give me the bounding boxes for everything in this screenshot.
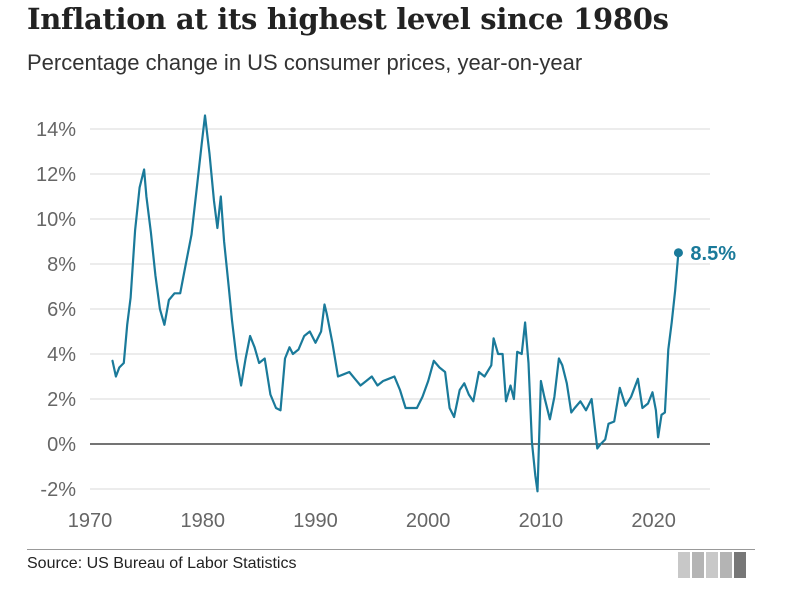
grid-lines [90, 128, 710, 490]
latest-value-label: 8.5% [690, 243, 736, 265]
x-tick-label: 2010 [519, 510, 564, 532]
series-lines [111, 114, 680, 493]
y-tick-label: 6% [47, 299, 76, 321]
x-tick-label: 1970 [68, 510, 113, 532]
y-axis-ticks: -2% 0% 2% 4% 6% 8% 10% 12% 14% [36, 119, 76, 501]
y-tick-label: 2% [47, 389, 76, 411]
y-tick-label: 0% [47, 434, 76, 456]
y-tick-label: 8% [47, 254, 76, 276]
chart-subtitle: Percentage change in US consumer prices,… [27, 50, 583, 75]
end-labels: 8.5% [673, 243, 736, 265]
y-tick-label: 12% [36, 164, 76, 186]
y-tick-label: 14% [36, 119, 76, 141]
y-tick-label: 4% [47, 344, 76, 366]
chart-title: Inflation at its highest level since 198… [27, 2, 669, 36]
series-line-0 [111, 114, 680, 493]
x-tick-label: 1990 [293, 510, 338, 532]
footer-divider [27, 549, 755, 550]
y-tick-label: 10% [36, 209, 76, 231]
y-tick-label: -2% [40, 479, 76, 501]
line-chart: -2% 0% 2% 4% 6% 8% 10% 12% 14% 1970 1980 1990 2000 2… [36, 114, 736, 532]
x-tick-label: 2020 [631, 510, 676, 532]
latest-value-point [673, 248, 683, 258]
x-tick-label: 1980 [180, 510, 225, 532]
source-note: Source: US Bureau of Labor Statistics [27, 555, 297, 572]
publisher-logo [678, 552, 746, 578]
x-tick-label: 2000 [406, 510, 451, 532]
x-axis-ticks: 1970 1980 1990 2000 2010 2020 [68, 510, 676, 532]
